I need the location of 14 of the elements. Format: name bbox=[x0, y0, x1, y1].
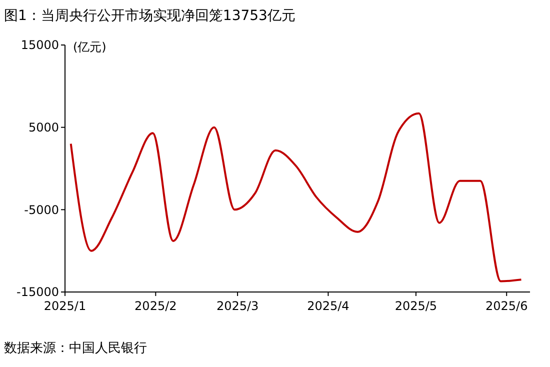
x-tick-label: 2025/3 bbox=[216, 299, 259, 313]
chart-title: 图1：当周央行公开市场实现净回笼13753亿元 bbox=[4, 8, 296, 24]
y-axis-title: (亿元) bbox=[73, 40, 106, 54]
y-tick-label: -5000 bbox=[24, 202, 59, 217]
line-series bbox=[70, 112, 522, 282]
source-note: 数据来源：中国人民银行 bbox=[4, 341, 147, 356]
y-tick-label: 5000 bbox=[28, 120, 59, 135]
x-tick-label: 2025/4 bbox=[307, 299, 350, 313]
x-tick-label: 2025/6 bbox=[485, 299, 528, 313]
y-tick-label: 15000 bbox=[20, 38, 59, 52]
x-tick-label: 2025/5 bbox=[394, 299, 438, 313]
x-tick-label: 2025/1 bbox=[44, 299, 86, 313]
x-tick-label: 2025/2 bbox=[134, 299, 177, 313]
y-tick-label: -15000 bbox=[16, 285, 59, 300]
